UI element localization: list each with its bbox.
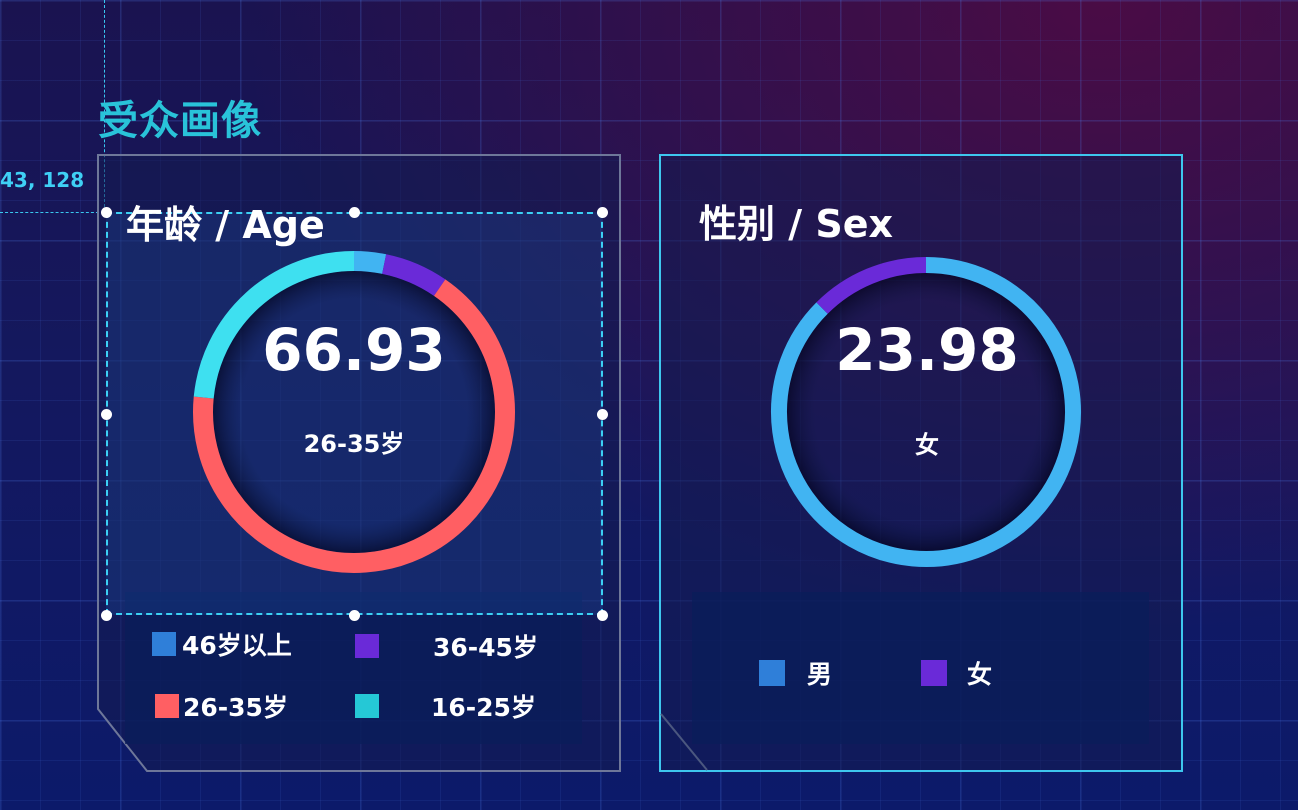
resize-handle-tm[interactable] bbox=[349, 207, 360, 218]
resize-handle-br[interactable] bbox=[597, 610, 608, 621]
age-center-value: 66.93 bbox=[262, 316, 446, 384]
age-legend-item-3: 16-25岁 bbox=[355, 688, 536, 724]
sex-legend-item-1: 女 bbox=[921, 655, 992, 691]
age-donut-slice-1[interactable] bbox=[381, 254, 446, 297]
resize-handle-bm[interactable] bbox=[349, 610, 360, 621]
age-donut-chart bbox=[193, 251, 515, 573]
legend-label: 36-45岁 bbox=[433, 633, 538, 662]
sex-center-value: 23.98 bbox=[835, 316, 1019, 384]
legend-label: 女 bbox=[967, 660, 993, 689]
sex-legend-item-0: 男 bbox=[759, 655, 832, 691]
sex-donut-slice-0[interactable] bbox=[771, 257, 1081, 567]
section-title: 受众画像 bbox=[98, 98, 262, 144]
legend-swatch bbox=[355, 694, 379, 718]
sex-donut-slice-1[interactable] bbox=[816, 257, 927, 314]
sex-donut-chart bbox=[771, 257, 1081, 567]
sex-panel-title: 性别 / Sex bbox=[699, 202, 893, 246]
resize-handle-mr[interactable] bbox=[597, 409, 608, 420]
resize-handle-tl[interactable] bbox=[101, 207, 112, 218]
resize-handle-ml[interactable] bbox=[101, 409, 112, 420]
guide-line-horizontal bbox=[0, 212, 104, 213]
age-panel-title: 年龄 / Age bbox=[126, 203, 325, 247]
legend-swatch bbox=[155, 694, 179, 718]
legend-label: 男 bbox=[807, 660, 833, 689]
sex-center-label: 女 bbox=[915, 431, 939, 459]
age-donut-slice-0[interactable] bbox=[353, 251, 387, 274]
coordinate-readout: 43, 128 bbox=[0, 168, 85, 192]
resize-handle-tr[interactable] bbox=[597, 207, 608, 218]
age-donut-slice-3[interactable] bbox=[193, 251, 355, 399]
age-legend-item-2: 26-35岁 bbox=[155, 688, 288, 724]
legend-swatch bbox=[152, 632, 176, 656]
legend-swatch bbox=[921, 660, 947, 686]
resize-handle-bl[interactable] bbox=[101, 610, 112, 621]
age-legend-item-0: 46岁以上 bbox=[152, 626, 292, 662]
guide-line-vertical bbox=[104, 0, 105, 212]
legend-swatch bbox=[759, 660, 785, 686]
legend-swatch bbox=[355, 634, 379, 658]
age-donut-inner-disc bbox=[213, 271, 495, 553]
age-legend-item-1: 36-45岁 bbox=[355, 628, 538, 664]
legend-label: 26-35岁 bbox=[183, 693, 288, 722]
legend-label: 46岁以上 bbox=[182, 631, 292, 660]
age-donut-slice-2[interactable] bbox=[193, 279, 515, 573]
legend-label: 16-25岁 bbox=[431, 693, 536, 722]
age-center-label: 26-35岁 bbox=[303, 430, 405, 458]
sex-donut-inner-disc bbox=[787, 273, 1065, 551]
